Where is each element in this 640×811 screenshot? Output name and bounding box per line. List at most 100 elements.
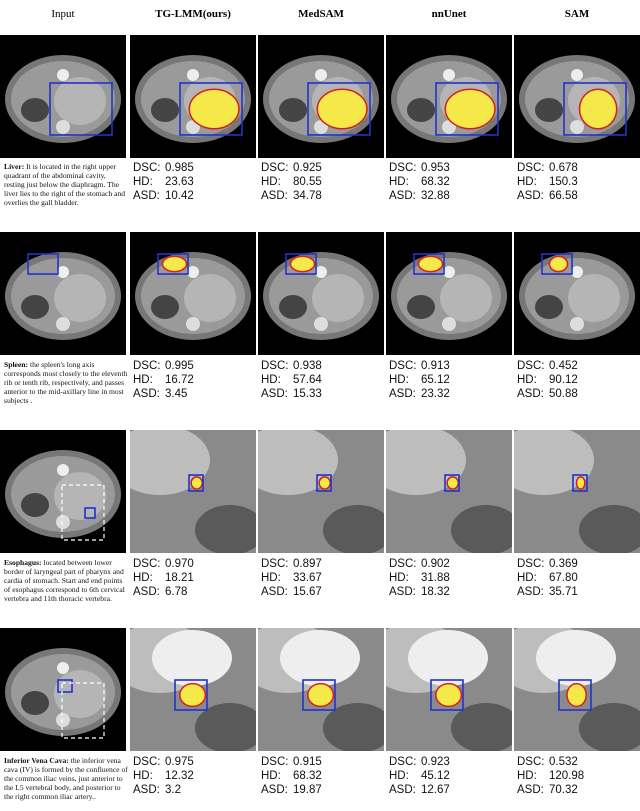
- metric-label: HD:: [261, 374, 281, 386]
- metric-line: HD: 57.64: [261, 373, 385, 387]
- ct-image: [386, 232, 512, 355]
- metric-value: 19.87: [293, 784, 322, 796]
- metric-label: DSC:: [389, 360, 417, 372]
- metrics: DSC: 0.678 HD: 150.3 ASD: 66.58: [517, 161, 640, 203]
- metric-line: DSC: 0.995: [133, 359, 257, 373]
- metric-value: 0.985: [165, 162, 194, 174]
- metric-value: 66.58: [549, 190, 578, 202]
- metric-line: DSC: 0.970: [133, 557, 257, 571]
- metric-label: DSC:: [389, 162, 417, 174]
- ct-scan: [5, 252, 121, 340]
- metrics: DSC: 0.938 HD: 57.64 ASD: 15.33: [261, 359, 385, 401]
- ct-image: [494, 623, 640, 753]
- metric-value: 150.3: [549, 176, 578, 188]
- column-header: Input: [51, 8, 75, 20]
- metric-label: DSC:: [517, 558, 545, 570]
- metric-label: ASD:: [517, 190, 544, 202]
- metric-value: 23.32: [421, 388, 450, 400]
- metric-label: ASD:: [133, 190, 160, 202]
- ct-image: [514, 232, 640, 355]
- metric-value: 12.32: [165, 770, 194, 782]
- metric-value: 0.452: [549, 360, 578, 372]
- metric-line: ASD: 35.71: [517, 585, 640, 599]
- column-header: MedSAM: [298, 8, 344, 20]
- metric-line: ASD: 66.58: [517, 189, 640, 203]
- metric-line: ASD: 18.32: [389, 585, 513, 599]
- description-text: located between lower border of laryngea…: [4, 558, 125, 603]
- metric-value: 3.45: [165, 388, 188, 400]
- metric-label: DSC:: [517, 162, 545, 174]
- metrics: DSC: 0.975 HD: 12.32 ASD: 3.2: [133, 755, 257, 797]
- ct-image: [258, 232, 384, 355]
- ct-scan: [238, 623, 393, 753]
- metric-value: 18.21: [165, 572, 194, 584]
- metric-label: HD:: [133, 770, 153, 782]
- metric-line: DSC: 0.902: [389, 557, 513, 571]
- ct-image: [130, 35, 256, 158]
- metric-value: 68.32: [293, 770, 322, 782]
- ct-image: [366, 425, 521, 555]
- metric-line: ASD: 34.78: [261, 189, 385, 203]
- ct-image: [0, 35, 126, 158]
- metric-value: 15.33: [293, 388, 322, 400]
- metric-label: DSC:: [517, 360, 545, 372]
- organ-name: Inferior Vena Cava:: [4, 756, 69, 765]
- ct-image: [130, 232, 256, 355]
- metrics: DSC: 0.953 HD: 68.32 ASD: 32.88: [389, 161, 513, 203]
- metric-line: DSC: 0.938: [261, 359, 385, 373]
- metric-label: DSC:: [133, 558, 161, 570]
- metric-value: 67.80: [549, 572, 578, 584]
- metric-line: DSC: 0.369: [517, 557, 640, 571]
- metric-value: 0.532: [549, 756, 578, 768]
- metric-value: 16.72: [165, 374, 194, 386]
- metric-line: HD: 23.63: [133, 175, 257, 189]
- metrics: DSC: 0.913 HD: 65.12 ASD: 23.32: [389, 359, 513, 401]
- metric-line: DSC: 0.915: [261, 755, 385, 769]
- organ-description: Inferior Vena Cava: the inferior vena ca…: [4, 756, 128, 801]
- metric-value: 65.12: [421, 374, 450, 386]
- metric-label: ASD:: [517, 388, 544, 400]
- metric-value: 10.42: [165, 190, 194, 202]
- metric-line: HD: 12.32: [133, 769, 257, 783]
- description-text: the inferior vena cava (IV) is formed by…: [4, 756, 128, 801]
- metric-line: ASD: 3.2: [133, 783, 257, 797]
- metric-value: 6.78: [165, 586, 188, 598]
- metric-label: HD:: [517, 770, 537, 782]
- metric-line: DSC: 0.953: [389, 161, 513, 175]
- ct-image: [238, 623, 393, 753]
- metric-line: HD: 18.21: [133, 571, 257, 585]
- metric-label: DSC:: [389, 756, 417, 768]
- metric-line: ASD: 10.42: [133, 189, 257, 203]
- metric-line: ASD: 12.67: [389, 783, 513, 797]
- metric-line: HD: 16.72: [133, 373, 257, 387]
- metric-line: ASD: 23.32: [389, 387, 513, 401]
- metric-label: ASD:: [133, 784, 160, 796]
- metric-value: 31.88: [421, 572, 450, 584]
- metric-line: DSC: 0.985: [133, 161, 257, 175]
- metric-label: DSC:: [389, 558, 417, 570]
- metric-value: 50.88: [549, 388, 578, 400]
- description-text: the spleen's long axis corresponds most …: [4, 360, 128, 405]
- metrics: DSC: 0.902 HD: 31.88 ASD: 18.32: [389, 557, 513, 599]
- metric-value: 0.678: [549, 162, 578, 174]
- metric-label: HD:: [517, 572, 537, 584]
- metric-label: HD:: [517, 374, 537, 386]
- metric-value: 0.995: [165, 360, 194, 372]
- metric-value: 18.32: [421, 586, 450, 598]
- metric-label: ASD:: [389, 388, 416, 400]
- metric-line: HD: 31.88: [389, 571, 513, 585]
- organ-name: Spleen:: [4, 360, 29, 369]
- metric-label: HD:: [261, 572, 281, 584]
- metric-label: ASD:: [133, 388, 160, 400]
- organ-name: Liver:: [4, 162, 25, 171]
- metric-line: ASD: 70.32: [517, 783, 640, 797]
- organ-name: Esophagus:: [4, 558, 42, 567]
- metric-label: ASD:: [261, 586, 288, 598]
- metric-label: HD:: [261, 770, 281, 782]
- ct-image: [110, 425, 265, 555]
- ct-scan: [110, 623, 265, 753]
- column-header: SAM: [564, 8, 590, 20]
- metric-value: 23.63: [165, 176, 194, 188]
- metric-value: 0.938: [293, 360, 322, 372]
- organ-description: Liver: It is located in the right upper …: [4, 162, 128, 207]
